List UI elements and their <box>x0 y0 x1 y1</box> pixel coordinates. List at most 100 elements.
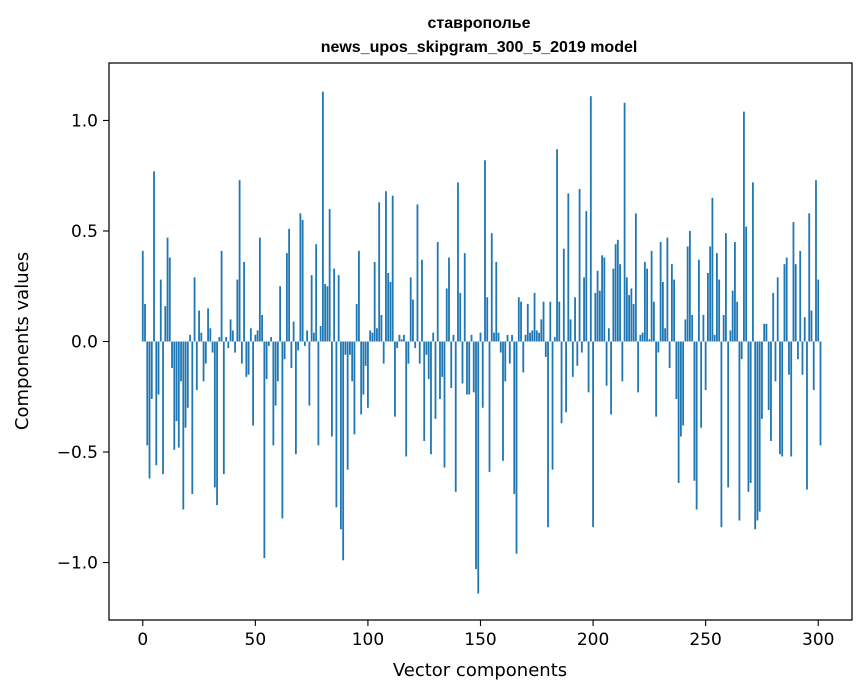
bar-component-136 <box>448 257 450 342</box>
x-tick-label: 300 <box>802 630 834 650</box>
bar-component-71 <box>301 219 304 342</box>
bar-component-283 <box>779 341 781 455</box>
bar-component-267 <box>743 111 745 342</box>
bar-component-300 <box>817 279 820 342</box>
bar-component-295 <box>806 341 808 490</box>
bar-component-83 <box>328 208 331 342</box>
bar-component-119 <box>409 277 412 342</box>
bar-component-17 <box>180 341 182 382</box>
bar-component-54 <box>263 341 266 559</box>
bar-component-167 <box>517 297 520 342</box>
bar-component-160 <box>502 341 504 461</box>
bar-component-206 <box>605 341 608 386</box>
bar-component-173 <box>531 330 534 342</box>
bar-component-163 <box>508 341 511 364</box>
bar-component-185 <box>558 301 561 342</box>
bar-component-209 <box>612 268 615 342</box>
bar-component-12 <box>168 257 171 342</box>
bar-component-4 <box>150 341 153 399</box>
x-axis-ticks: 0 50 100 150 200 250 300 <box>137 620 834 650</box>
bar-component-104 <box>376 328 378 342</box>
bar-component-293 <box>801 341 804 375</box>
bar-component-82 <box>326 286 329 342</box>
bar-component-47 <box>247 341 250 375</box>
bar-component-86 <box>335 341 338 508</box>
bar-component-18 <box>182 341 185 510</box>
bar-component-103 <box>373 261 376 342</box>
bar-component-148 <box>475 341 477 570</box>
bar-component-41 <box>234 341 236 353</box>
bar-component-299 <box>815 180 817 342</box>
bar-component-169 <box>522 341 525 373</box>
bar-component-150 <box>479 332 482 342</box>
bar-component-233 <box>666 237 669 342</box>
y-tick-label: −1.0 <box>57 554 98 574</box>
bar-component-117 <box>405 341 408 457</box>
bar-component-131 <box>436 242 439 342</box>
bar-component-210 <box>614 244 617 342</box>
bar-component-85 <box>333 268 336 342</box>
bar-component-246 <box>695 341 698 510</box>
bar-component-197 <box>585 211 588 342</box>
bar-component-126 <box>425 341 428 355</box>
bar-component-33 <box>216 341 218 506</box>
bar-component-178 <box>542 301 545 342</box>
bar-component-65 <box>288 228 291 342</box>
bar-component-57 <box>270 337 273 342</box>
y-axis-ticks: −1.0 −0.5 0.0 0.5 1.0 <box>57 111 109 574</box>
bar-component-216 <box>628 295 630 342</box>
bar-component-42 <box>236 279 239 342</box>
bar-component-284 <box>781 341 784 457</box>
bar-component-239 <box>679 341 682 437</box>
bar-component-146 <box>470 334 473 342</box>
bar-component-203 <box>598 290 601 342</box>
bar-component-254 <box>713 334 716 342</box>
bar-component-270 <box>749 341 752 483</box>
bar-component-225 <box>648 339 651 342</box>
bar-component-272 <box>754 341 757 530</box>
bar-component-291 <box>797 341 799 360</box>
bar-component-73 <box>306 330 309 342</box>
bar-component-89 <box>342 341 345 561</box>
bar-component-195 <box>580 341 583 353</box>
bar-component-202 <box>596 270 599 342</box>
bar-component-93 <box>351 341 354 382</box>
bar-component-6 <box>155 341 158 466</box>
bar-component-153 <box>486 297 489 342</box>
bar-component-16 <box>177 341 180 448</box>
bar-component-14 <box>173 341 176 450</box>
bar-component-248 <box>700 341 703 428</box>
bar-component-159 <box>499 341 502 353</box>
bar-component-21 <box>189 334 191 342</box>
bar-component-67 <box>292 321 295 342</box>
bar-component-78 <box>317 341 320 446</box>
bar-component-105 <box>378 202 381 342</box>
bar-component-60 <box>276 341 279 382</box>
bar-component-39 <box>229 319 232 342</box>
bar-component-188 <box>565 341 567 413</box>
bar-component-108 <box>385 191 387 342</box>
bar-component-292 <box>799 250 802 342</box>
bar-component-280 <box>772 292 775 342</box>
bar-component-22 <box>191 341 194 495</box>
bar-component-20 <box>186 341 189 408</box>
bar-component-115 <box>400 339 403 342</box>
bar-component-35 <box>220 250 223 342</box>
bar-component-62 <box>281 341 284 519</box>
bar-component-236 <box>673 279 676 342</box>
bar-component-138 <box>452 334 455 342</box>
bar-component-180 <box>547 341 549 528</box>
chart-title: ставрополье <box>428 15 531 32</box>
bar-component-44 <box>240 341 243 364</box>
bar-component-289 <box>792 222 795 342</box>
bar-component-288 <box>790 341 793 457</box>
bar-component-243 <box>688 230 691 342</box>
bar-component-46 <box>245 341 248 377</box>
x-tick-label: 250 <box>689 630 721 650</box>
bar-component-171 <box>526 303 529 342</box>
bar-component-237 <box>675 341 678 399</box>
bar-component-286 <box>785 257 788 342</box>
bar-component-285 <box>783 264 786 342</box>
y-tick-label: 0.0 <box>71 333 98 353</box>
